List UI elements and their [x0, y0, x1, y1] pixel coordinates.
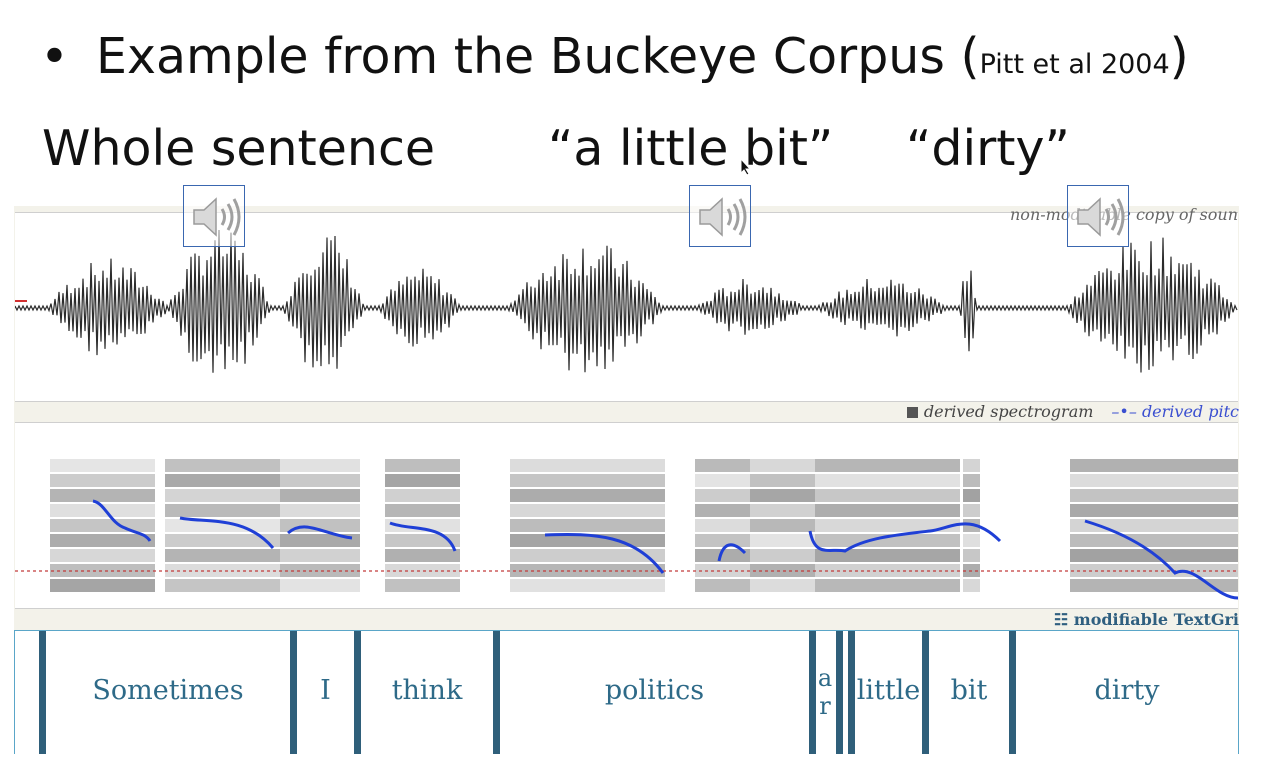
interval-little[interactable]: little	[856, 675, 921, 706]
pitch-contour	[179, 516, 275, 549]
pitch-contour	[717, 543, 747, 562]
pitch-contour	[92, 499, 152, 542]
pitch-contour	[287, 525, 353, 540]
bullet: •	[40, 28, 69, 85]
waveform-trace	[15, 229, 1238, 373]
spectrogram	[15, 459, 1238, 600]
textgrid-menu-icon: ☷	[1053, 610, 1074, 629]
spectrogram-segment	[695, 459, 750, 592]
spectrogram-segment	[963, 459, 980, 592]
interval-think[interactable]: think	[391, 675, 463, 706]
interval-bit[interactable]: bit	[950, 675, 988, 706]
interval-boundary[interactable]	[39, 631, 46, 754]
interval-boundary[interactable]	[493, 631, 500, 754]
speaker-icon	[193, 197, 241, 237]
interval-dirty[interactable]: dirty	[1094, 675, 1160, 706]
spectrogram-segment	[385, 459, 460, 592]
citation: Pitt et al 2004	[979, 49, 1170, 80]
spectrogram-segment	[750, 459, 815, 592]
interval-sometimes[interactable]: Sometimes	[92, 675, 244, 706]
spectrogram-segment	[510, 459, 665, 592]
interval-boundary[interactable]	[922, 631, 929, 754]
spectrogram-segment	[815, 459, 960, 592]
textgrid-caption-text: modifiable TextGri	[1073, 610, 1239, 629]
textgrid-tier[interactable]: Sometimes I think politics a r little bi…	[14, 630, 1239, 754]
spectrogram-panel[interactable]	[15, 422, 1238, 609]
pitch-contour	[389, 521, 457, 552]
label-dirty: “dirty”	[906, 120, 1070, 177]
label-a-little-bit: “a little bit”	[548, 120, 834, 177]
play-whole-sentence-button[interactable]	[183, 185, 245, 247]
interval-boundary[interactable]	[290, 631, 297, 754]
speaker-icon	[1077, 197, 1125, 237]
interval-boundary[interactable]	[1009, 631, 1016, 754]
interval-boundary[interactable]	[809, 631, 816, 754]
spectrogram-segment	[1070, 459, 1238, 592]
spectrogram-segment	[50, 459, 155, 592]
pitch-contour	[1084, 519, 1238, 600]
legend-pitch-text: derived pitc	[1141, 402, 1239, 421]
play-dirty-button[interactable]	[1067, 185, 1129, 247]
interval-i[interactable]: I	[320, 675, 331, 706]
interval-boundary[interactable]	[848, 631, 855, 754]
speaker-icon	[699, 197, 747, 237]
spectrogram-segment	[165, 459, 280, 592]
interval-boundary[interactable]	[836, 631, 843, 754]
pitch-contour	[808, 522, 1002, 553]
title-close: )	[1169, 28, 1189, 85]
spectrogram-swatch	[906, 407, 918, 418]
interval-politics[interactable]: politics	[604, 675, 705, 706]
cursor-marker	[15, 300, 27, 302]
spectrogram-segment	[280, 459, 360, 592]
clip-labels: Whole sentence “a little bit” “dirty”	[0, 120, 1283, 184]
interval-boundary[interactable]	[354, 631, 361, 754]
legend-pitch: –•– derived pitc	[1111, 402, 1239, 421]
interval-a[interactable]: a	[817, 664, 833, 692]
interval-r[interactable]: r	[819, 692, 831, 720]
play-a-little-bit-button[interactable]	[689, 185, 751, 247]
label-whole-sentence: Whole sentence	[42, 120, 436, 177]
legend-spectrogram: derived spectrogram	[923, 402, 1094, 421]
spectrogram-legend: derived spectrogram –•– derived pitc	[906, 402, 1239, 421]
mouse-cursor-icon	[740, 158, 752, 176]
slide-title: • Example from the Buckeye Corpus (Pitt e…	[40, 28, 1189, 85]
praat-editor: non-modifiable copy of soun derived spec…	[14, 206, 1239, 754]
waveform	[15, 229, 1238, 373]
pitch-contour	[544, 532, 665, 574]
title-text: Example from the Buckeye Corpus (	[96, 28, 980, 85]
textgrid-caption: ☷ modifiable TextGri	[1054, 610, 1239, 629]
pitch-line-swatch: –•–	[1111, 402, 1142, 421]
